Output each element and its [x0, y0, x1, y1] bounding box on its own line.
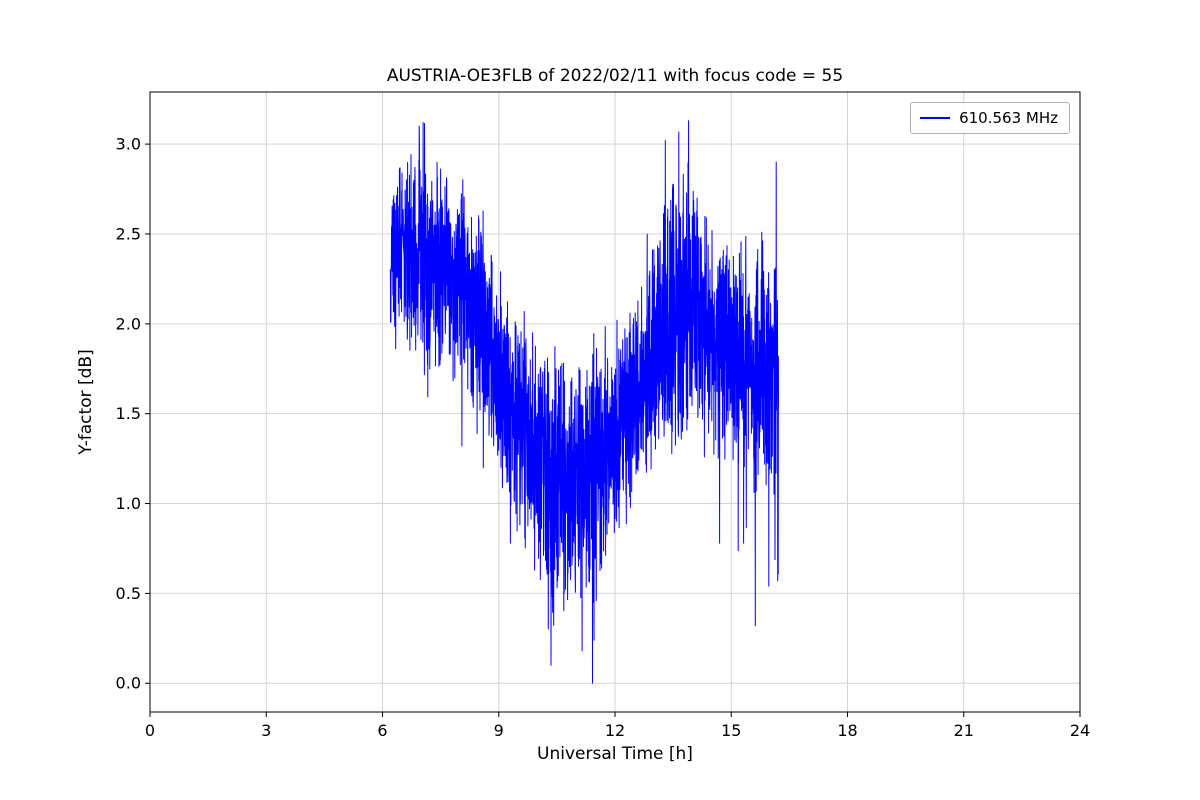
- x-axis-label: Universal Time [h]: [537, 744, 693, 764]
- y-tick-label: 2.0: [116, 314, 141, 333]
- legend: 610.563 MHz: [910, 102, 1070, 134]
- y-tick-label: 3.0: [116, 135, 141, 154]
- legend-line-sample: [920, 117, 951, 119]
- x-tick-label: 24: [1070, 721, 1090, 740]
- x-tick-label: 15: [721, 721, 741, 740]
- series-line: [389, 120, 779, 684]
- y-tick-label: 0.0: [116, 674, 141, 693]
- y-tick-label: 2.5: [116, 224, 141, 243]
- x-tick-label: 12: [605, 721, 625, 740]
- x-tick-label: 0: [145, 721, 155, 740]
- x-tick-label: 18: [837, 721, 857, 740]
- y-axis-label: Y-factor [dB]: [76, 349, 96, 455]
- legend-label: 610.563 MHz: [959, 109, 1058, 127]
- x-tick-label: 6: [377, 721, 387, 740]
- x-tick-label: 9: [494, 721, 504, 740]
- y-tick-label: 1.0: [116, 494, 141, 513]
- x-tick-label: 21: [954, 721, 974, 740]
- y-tick-label: 1.5: [116, 404, 141, 423]
- y-tick-label: 0.5: [116, 584, 141, 603]
- x-tick-label: 3: [261, 721, 271, 740]
- chart-title: AUSTRIA-OE3FLB of 2022/02/11 with focus …: [386, 66, 844, 86]
